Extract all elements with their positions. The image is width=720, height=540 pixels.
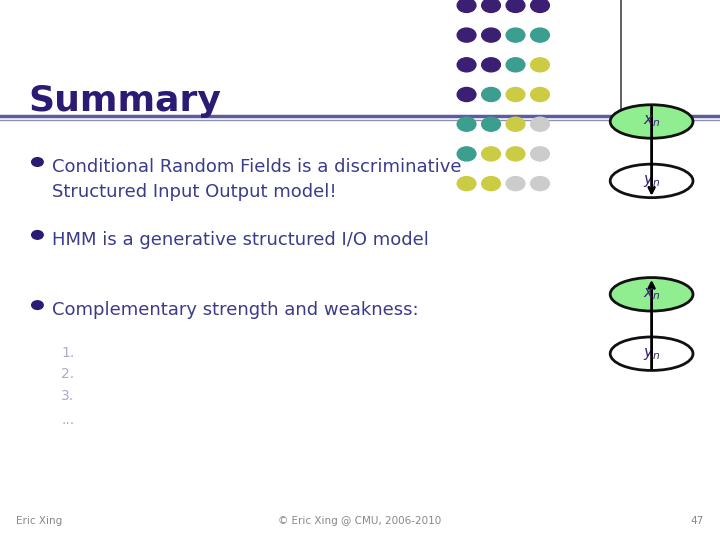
Circle shape (457, 28, 476, 42)
Circle shape (506, 0, 525, 12)
Circle shape (506, 58, 525, 72)
Circle shape (457, 117, 476, 131)
Text: 2.: 2. (61, 367, 74, 381)
Circle shape (32, 158, 43, 166)
Ellipse shape (611, 105, 693, 138)
Circle shape (482, 117, 500, 131)
Circle shape (506, 87, 525, 102)
Circle shape (32, 301, 43, 309)
Ellipse shape (611, 278, 693, 311)
Ellipse shape (611, 164, 693, 198)
Ellipse shape (611, 337, 693, 370)
Circle shape (506, 147, 525, 161)
Circle shape (482, 147, 500, 161)
Circle shape (506, 177, 525, 191)
Text: ...: ... (61, 413, 74, 427)
Text: Conditional Random Fields is a discriminative
Structured Input Output model!: Conditional Random Fields is a discrimin… (52, 158, 462, 201)
Circle shape (506, 28, 525, 42)
Circle shape (531, 147, 549, 161)
Circle shape (457, 58, 476, 72)
Circle shape (531, 117, 549, 131)
Text: Eric Xing: Eric Xing (16, 516, 62, 526)
Text: $y_n$: $y_n$ (643, 173, 660, 189)
Text: 47: 47 (691, 516, 704, 526)
Text: 1.: 1. (61, 346, 74, 360)
Circle shape (457, 87, 476, 102)
Circle shape (482, 177, 500, 191)
Text: $y_n$: $y_n$ (643, 346, 660, 362)
Circle shape (457, 177, 476, 191)
Circle shape (531, 87, 549, 102)
Circle shape (482, 0, 500, 12)
Circle shape (531, 58, 549, 72)
Circle shape (457, 0, 476, 12)
Circle shape (32, 231, 43, 239)
Text: HMM is a generative structured I/O model: HMM is a generative structured I/O model (52, 231, 428, 248)
Circle shape (506, 117, 525, 131)
Text: © Eric Xing @ CMU, 2006-2010: © Eric Xing @ CMU, 2006-2010 (279, 516, 441, 526)
Circle shape (531, 177, 549, 191)
Text: Summary: Summary (29, 84, 222, 118)
Circle shape (531, 28, 549, 42)
Text: Complementary strength and weakness:: Complementary strength and weakness: (52, 301, 418, 319)
Text: 3.: 3. (61, 389, 74, 403)
Circle shape (482, 58, 500, 72)
Circle shape (457, 147, 476, 161)
Text: $x_n$: $x_n$ (643, 286, 660, 302)
Circle shape (531, 0, 549, 12)
Text: $x_n$: $x_n$ (643, 113, 660, 130)
Circle shape (482, 28, 500, 42)
Circle shape (482, 87, 500, 102)
